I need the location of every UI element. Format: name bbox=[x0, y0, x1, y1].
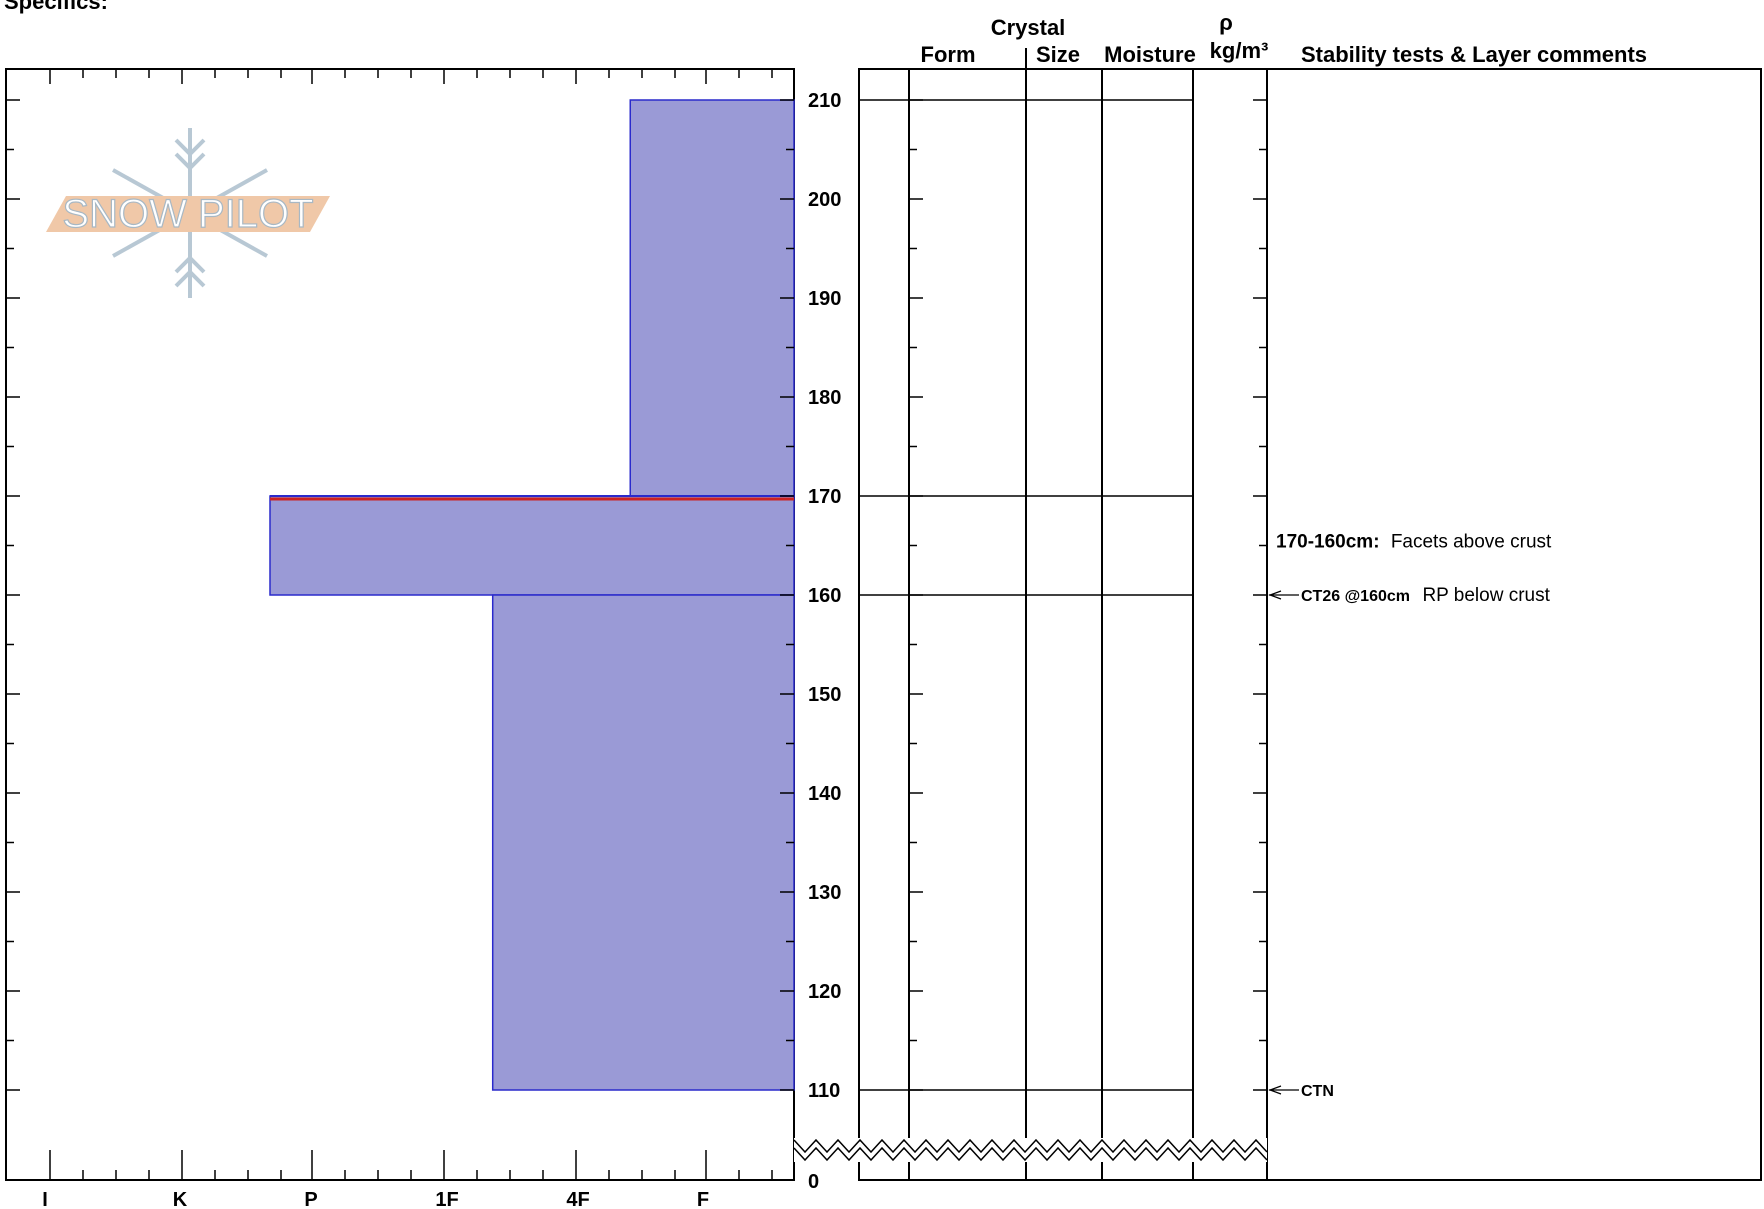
hardness-top-ticks bbox=[49, 69, 773, 84]
page-header: Specifics: bbox=[4, 0, 108, 14]
crystal-table-frame bbox=[858, 68, 1268, 1181]
comments-header: Stability tests & Layer comments bbox=[1301, 42, 1647, 67]
depth-label-200: 200 bbox=[808, 189, 841, 211]
hardness-label-k: K bbox=[173, 1189, 188, 1209]
depth-label-0: 0 bbox=[808, 1171, 819, 1193]
test-arrows bbox=[1268, 590, 1299, 1095]
depth-label-160: 160 bbox=[808, 585, 841, 607]
hardness-layer-bar bbox=[629, 99, 795, 497]
moisture-header: Moisture bbox=[1104, 42, 1196, 67]
hardness-layer-bar bbox=[491, 594, 795, 1091]
comment-range: 170-160cm: bbox=[1276, 532, 1380, 553]
zigzag-gap bbox=[794, 1138, 1267, 1162]
test-arrow-head bbox=[1268, 590, 1282, 600]
density-unit-header: kg/m³ bbox=[1210, 38, 1269, 63]
rho-header: ρ bbox=[1219, 10, 1233, 35]
size-header: Size bbox=[1036, 42, 1080, 67]
depth-label-150: 150 bbox=[808, 684, 841, 706]
layer-comment: 170-160cm: Facets above crust bbox=[1276, 532, 1552, 553]
depth-label-110: 110 bbox=[808, 1080, 840, 1102]
plot-left-ticks bbox=[6, 99, 20, 1091]
comment-text: Facets above crust bbox=[1391, 532, 1552, 553]
hardness-label-f: F bbox=[697, 1189, 709, 1209]
hardness-bottom-ticks bbox=[49, 1150, 773, 1180]
table-ticks bbox=[909, 99, 1267, 1091]
depth-label-170: 170 bbox=[808, 486, 841, 508]
hardness-label-p: P bbox=[304, 1189, 317, 1209]
hardness-label-i: I bbox=[42, 1189, 48, 1209]
snow-pilot-logo: SNOW PILOT bbox=[46, 128, 330, 298]
form-header: Form bbox=[921, 42, 976, 67]
zigzag-line bbox=[793, 1138, 1268, 1154]
depth-label-130: 130 bbox=[808, 882, 841, 904]
hardness-label-4f: 4F bbox=[566, 1189, 589, 1209]
crust-line bbox=[270, 495, 794, 501]
test-label: CT26 @160cm bbox=[1301, 588, 1410, 605]
test-arrow-head bbox=[1268, 1085, 1282, 1095]
hardness-layer-bar bbox=[269, 495, 795, 596]
depth-label-140: 140 bbox=[808, 783, 841, 805]
hardness-label-1f: 1F bbox=[435, 1189, 458, 1209]
layer-boundary-lines bbox=[859, 99, 1193, 1091]
depth-label-190: 190 bbox=[808, 288, 841, 310]
test-note: RP below crust bbox=[1422, 585, 1550, 606]
test-label-ct26: CT26 @160cm RP below crust bbox=[1301, 585, 1551, 606]
depth-label-180: 180 bbox=[808, 387, 841, 409]
test-label-ctn: CTN bbox=[1301, 1083, 1334, 1100]
watermark-text: SNOW PILOT bbox=[62, 192, 313, 236]
broken-axis-zigzag bbox=[793, 1138, 1268, 1162]
zigzag-line bbox=[793, 1146, 1268, 1162]
depth-label-210: 210 bbox=[808, 90, 841, 112]
comments-frame bbox=[1266, 68, 1762, 1181]
hardness-layers bbox=[269, 99, 795, 1091]
depth-label-120: 120 bbox=[808, 981, 841, 1003]
crystal-header: Crystal bbox=[991, 15, 1066, 40]
svg-text:170-160cm: Facets above: 170-160cm: Facets above crust bbox=[1276, 532, 1552, 553]
plot-right-ticks bbox=[780, 99, 794, 1091]
